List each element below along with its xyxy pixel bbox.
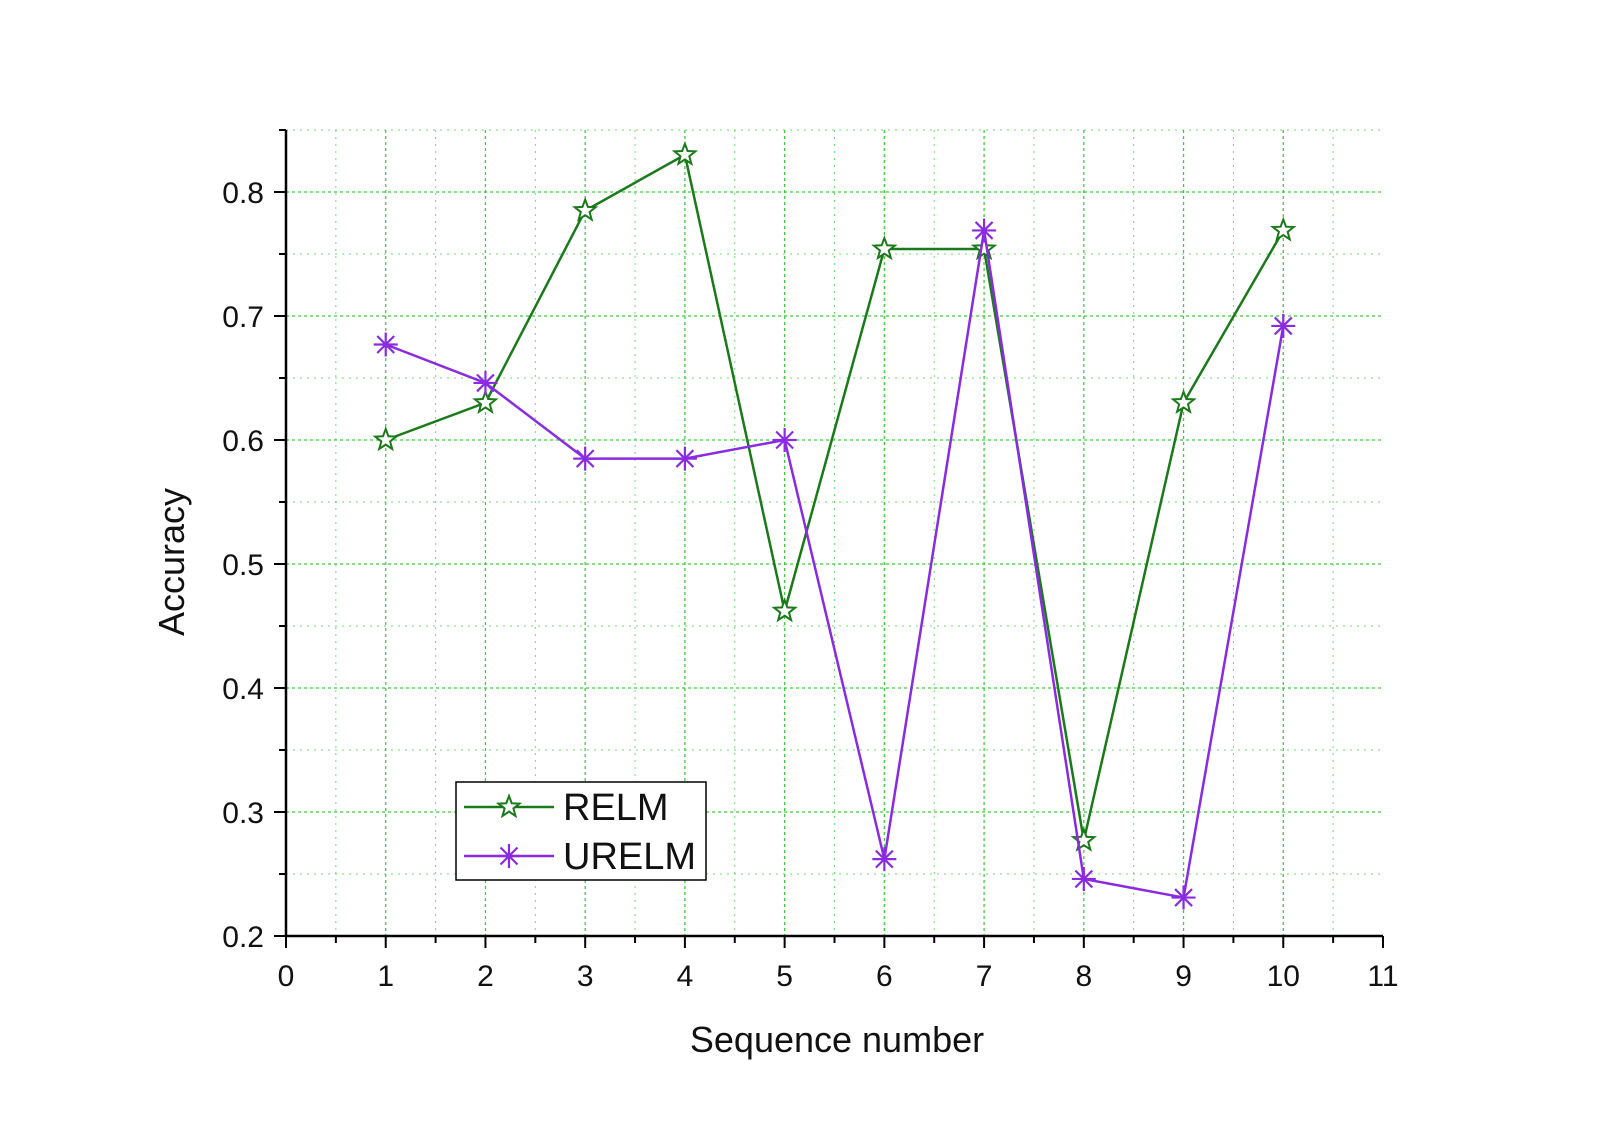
series-line bbox=[385, 152, 1285, 841]
x-axis-title: Sequence number bbox=[690, 1019, 984, 1060]
data-point bbox=[872, 847, 897, 872]
data-series bbox=[372, 140, 1297, 910]
data-point bbox=[373, 332, 398, 357]
x-tick-label: 11 bbox=[1367, 960, 1398, 993]
data-point bbox=[473, 370, 498, 395]
y-tick-label: 0.4 bbox=[222, 673, 264, 706]
data-point bbox=[1171, 885, 1196, 910]
data-point bbox=[1070, 826, 1097, 852]
x-tick-label: 1 bbox=[377, 960, 394, 993]
data-point bbox=[970, 235, 998, 261]
data-point bbox=[1270, 216, 1297, 242]
y-tick-label: 0.5 bbox=[222, 549, 264, 582]
legend-label: RELM bbox=[563, 787, 669, 829]
data-point bbox=[871, 235, 898, 261]
data-point bbox=[772, 428, 797, 452]
y-tick-label: 0.8 bbox=[222, 177, 264, 210]
y-tick-label: 0.7 bbox=[222, 301, 264, 334]
y-tick-label: 0.2 bbox=[222, 921, 264, 954]
legend-label: URELM bbox=[563, 836, 696, 878]
data-point bbox=[672, 446, 697, 471]
x-tick-label: 10 bbox=[1267, 960, 1300, 993]
data-point bbox=[771, 597, 798, 623]
series-line bbox=[385, 230, 1285, 900]
y-tick-label: 0.3 bbox=[222, 797, 264, 830]
axes: 0 1 2 3 4 5 6 7 8 9 10 11 0.2 0.3 0.4 0.5 0.6 0.7 0.8 bbox=[222, 129, 1399, 993]
x-tick-label: 7 bbox=[976, 960, 993, 993]
data-point bbox=[1071, 866, 1096, 891]
data-point bbox=[472, 388, 499, 415]
x-tick-label: 8 bbox=[1075, 960, 1092, 993]
series-relm bbox=[372, 140, 1297, 852]
x-tick-label: 0 bbox=[278, 960, 295, 993]
data-point bbox=[1271, 313, 1296, 338]
series-urelm bbox=[373, 218, 1296, 910]
legend: RELM URELM bbox=[455, 781, 707, 881]
grid-lines bbox=[286, 129, 1383, 936]
data-point bbox=[372, 426, 399, 452]
x-tick-label: 2 bbox=[477, 960, 494, 993]
x-tick-label: 4 bbox=[677, 960, 694, 993]
legend-marker bbox=[497, 844, 521, 868]
data-point bbox=[1170, 388, 1197, 415]
data-point bbox=[671, 140, 699, 167]
x-tick-label: 9 bbox=[1175, 960, 1192, 993]
data-point bbox=[572, 196, 599, 222]
x-tick-label: 3 bbox=[577, 960, 594, 993]
legend-box bbox=[455, 781, 707, 881]
y-axis-title: Accuracy bbox=[151, 488, 192, 636]
x-tick-label: 5 bbox=[776, 960, 793, 993]
y-tick-label: 0.6 bbox=[222, 425, 264, 458]
x-tick-label: 6 bbox=[876, 960, 893, 993]
data-point bbox=[573, 446, 598, 471]
legend-marker bbox=[495, 793, 523, 819]
data-point bbox=[972, 218, 997, 243]
